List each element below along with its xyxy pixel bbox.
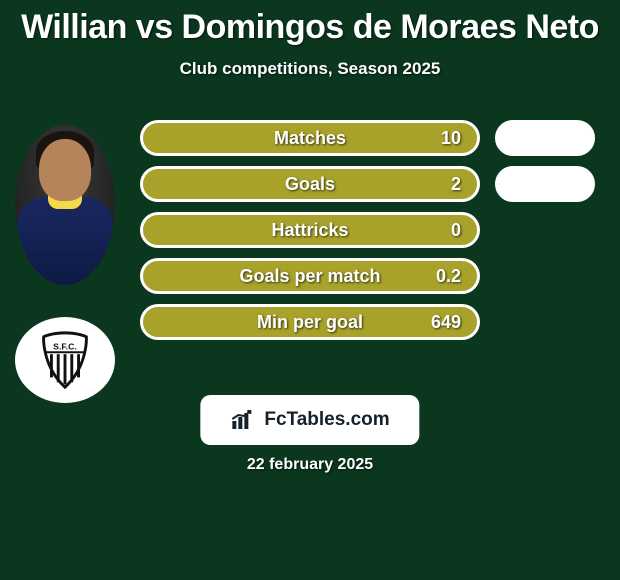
stat-label: Matches: [274, 128, 346, 149]
right-pill: [495, 166, 595, 202]
stat-label: Hattricks: [271, 220, 348, 241]
stat-bar: Matches 10: [140, 120, 480, 156]
footer-date: 22 february 2025: [247, 456, 373, 474]
club-logo: S.F.C.: [15, 317, 115, 403]
stat-value: 649: [431, 312, 461, 333]
svg-text:S.F.C.: S.F.C.: [53, 341, 77, 351]
stat-label: Goals: [285, 174, 335, 195]
stat-value: 0: [451, 220, 461, 241]
player-avatar: [15, 125, 115, 285]
page-title: Willian vs Domingos de Moraes Neto: [0, 0, 620, 47]
player-body-shape: [17, 197, 113, 285]
stat-value: 2: [451, 174, 461, 195]
stat-label: Goals per match: [239, 266, 380, 287]
club-shield-icon: S.F.C.: [34, 329, 96, 391]
brand-text: FcTables.com: [264, 409, 389, 431]
right-pill: [495, 120, 595, 156]
stat-bar: Min per goal 649: [140, 304, 480, 340]
stat-value: 10: [441, 128, 461, 149]
stat-bars: Matches 10 Goals 2 Hattricks 0 Goals per…: [140, 120, 480, 340]
brand-chart-icon: [230, 409, 258, 431]
stat-bar: Goals 2: [140, 166, 480, 202]
stat-bar: Goals per match 0.2: [140, 258, 480, 294]
right-column: [490, 120, 600, 202]
brand-badge: FcTables.com: [200, 395, 419, 445]
stat-value: 0.2: [436, 266, 461, 287]
left-column: S.F.C.: [10, 125, 120, 403]
subtitle: Club competitions, Season 2025: [0, 59, 620, 79]
stat-bar: Hattricks 0: [140, 212, 480, 248]
stat-label: Min per goal: [257, 312, 363, 333]
comparison-infographic: Willian vs Domingos de Moraes Neto Club …: [0, 0, 620, 580]
player-head-shape: [39, 139, 91, 201]
